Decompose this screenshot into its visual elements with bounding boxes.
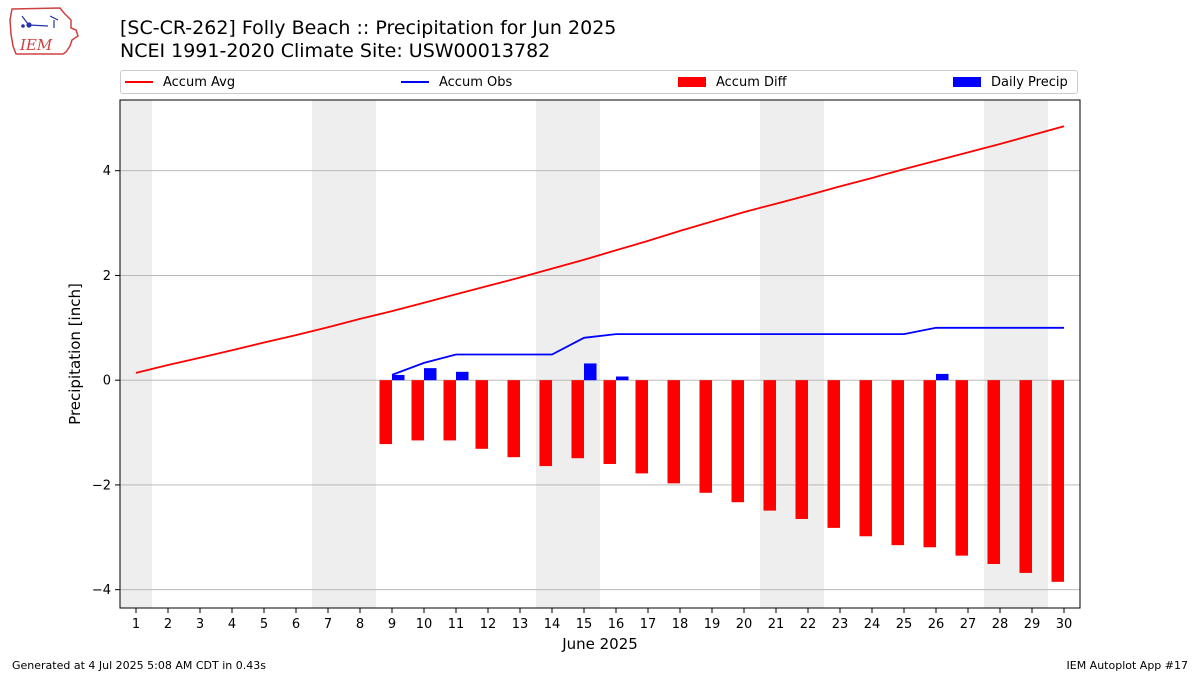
x-tick-label: 9: [388, 617, 396, 632]
y-axis-label: Precipitation [inch]: [66, 283, 84, 425]
x-tick-label: 22: [800, 617, 817, 632]
generated-timestamp: Generated at 4 Jul 2025 5:08 AM CDT in 0…: [12, 659, 266, 672]
legend-label-accum-diff: Accum Diff: [716, 74, 787, 90]
accum-diff-bar: [667, 380, 680, 484]
weekend-shade-3: [760, 100, 824, 608]
accum-diff-bar: [731, 380, 744, 503]
x-tick-label: 23: [832, 617, 849, 632]
chart-legend: Accum Avg Accum Obs Accum Diff Daily Pre…: [120, 70, 1078, 94]
plot-frame: [119, 99, 1081, 609]
x-tick-label: 18: [672, 617, 689, 632]
daily-precip-bar: [584, 363, 597, 381]
legend-label-accum-obs: Accum Obs: [439, 74, 513, 90]
legend-item-daily-precip: Daily Precip: [953, 71, 1068, 93]
x-tick-label: 11: [448, 617, 465, 632]
x-tick-label: 12: [480, 617, 497, 632]
legend-label-accum-avg: Accum Avg: [163, 74, 236, 90]
accum-diff-bar: [475, 380, 488, 449]
accum-diff-bar: [635, 380, 648, 474]
chart-subtitle: NCEI 1991-2020 Climate Site: USW00013782: [120, 40, 551, 62]
x-tick-label: 8: [356, 617, 364, 632]
x-tick-label: 20: [736, 617, 753, 632]
accum-avg-line: [135, 125, 1065, 374]
autoplot-app-label: IEM Autoplot App #17: [1066, 659, 1189, 672]
accum-diff-bar: [507, 380, 520, 458]
legend-swatch-accum-obs: [401, 81, 429, 83]
accum-diff-bar: [763, 380, 776, 511]
x-tick-label: 25: [896, 617, 913, 632]
legend-swatch-daily-precip: [953, 77, 981, 87]
x-tick-label: 1: [132, 617, 140, 632]
accum-diff-bar: [571, 380, 584, 459]
daily-precip-bar: [936, 373, 949, 381]
x-tick-label: 28: [992, 617, 1009, 632]
weekend-shade-0: [120, 100, 152, 608]
x-tick-label: 24: [864, 617, 881, 632]
y-tick-label: 0: [103, 374, 111, 389]
daily-precip-bar: [424, 368, 437, 381]
accum-diff-bar: [827, 380, 840, 528]
y-tick-label: −2: [92, 478, 111, 493]
accum-diff-bar: [795, 380, 808, 519]
accum-diff-bar: [411, 380, 424, 441]
x-tick-label: 5: [260, 617, 268, 632]
x-tick-label: 16: [608, 617, 625, 632]
accum-diff-bar: [923, 380, 936, 548]
x-tick-label: 15: [576, 617, 593, 632]
x-tick-label: 19: [704, 617, 721, 632]
y-tick-label: 2: [103, 269, 111, 284]
x-axis-label: June 2025: [561, 635, 638, 653]
x-tick-label: 30: [1056, 617, 1073, 632]
accum-diff-bar: [699, 380, 712, 493]
daily-precip-bar: [392, 374, 405, 381]
logo-text: IEM: [19, 36, 53, 54]
x-tick-label: 17: [640, 617, 657, 632]
x-tick-label: 14: [544, 617, 561, 632]
accum-diff-bar: [443, 380, 456, 441]
daily-precip-bar: [616, 376, 629, 381]
x-tick-label: 6: [292, 617, 300, 632]
accum-diff-bar: [955, 380, 968, 556]
y-tick-label: 4: [103, 164, 111, 179]
legend-swatch-accum-diff: [678, 77, 706, 87]
accum-diff-bar: [1051, 380, 1064, 582]
x-tick-label: 10: [416, 617, 433, 632]
chart-title: [SC-CR-262] Folly Beach :: Precipitation…: [120, 17, 617, 39]
accum-diff-bar: [859, 380, 872, 537]
accum-diff-bar: [379, 380, 392, 445]
legend-item-accum-obs: Accum Obs: [401, 71, 512, 93]
accum-diff-bar: [1019, 380, 1032, 573]
legend-swatch-accum-avg: [125, 81, 153, 83]
accum-diff-bar: [891, 380, 904, 546]
x-tick-label: 13: [512, 617, 529, 632]
accum-obs-line: [391, 326, 1064, 376]
y-tick-label: −4: [92, 583, 111, 598]
x-tick-label: 7: [324, 617, 332, 632]
x-tick-label: 2: [164, 617, 172, 632]
legend-item-accum-diff: Accum Diff: [678, 71, 787, 93]
legend-item-accum-avg: Accum Avg: [125, 71, 235, 93]
x-tick-label: 29: [1024, 617, 1041, 632]
weekend-shade-1: [312, 100, 376, 608]
accum-diff-bar: [539, 380, 552, 467]
x-tick-label: 3: [196, 617, 204, 632]
legend-label-daily-precip: Daily Precip: [991, 74, 1068, 90]
x-tick-label: 4: [228, 617, 236, 632]
daily-precip-bar: [456, 371, 469, 381]
x-tick-label: 21: [768, 617, 785, 632]
accum-diff-bar: [603, 380, 616, 464]
iem-logo: IEM: [9, 7, 79, 55]
accum-diff-bar: [987, 380, 1000, 565]
x-tick-label: 26: [928, 617, 945, 632]
x-tick-label: 27: [960, 617, 977, 632]
